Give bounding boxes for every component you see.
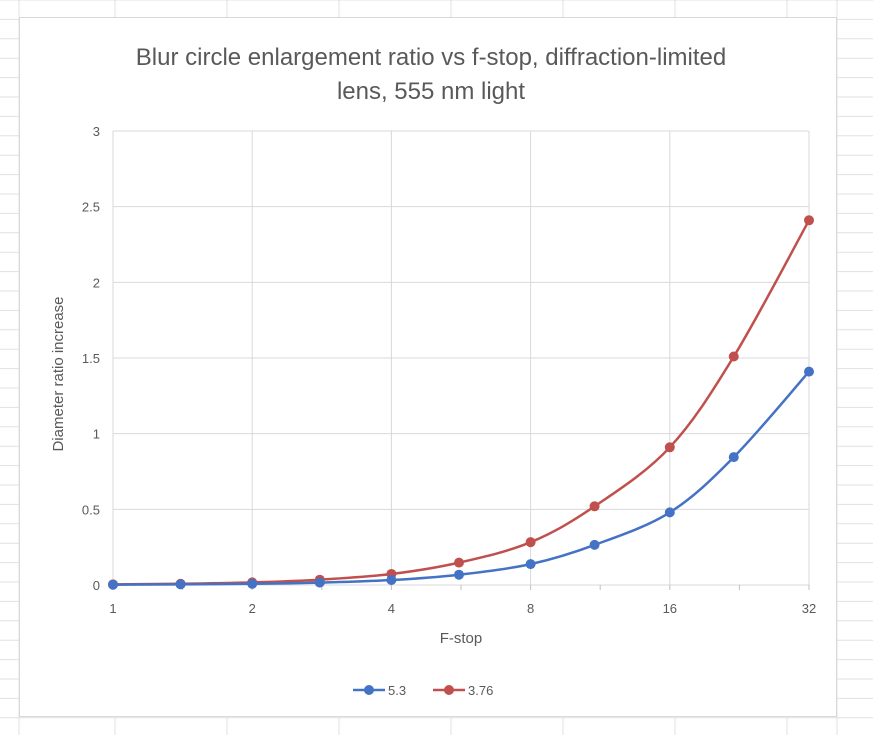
- x-tick-label: 8: [527, 601, 534, 616]
- series-line-5.3: [112, 370, 810, 586]
- data-point: [589, 501, 600, 512]
- y-axis-title: Diameter ratio increase: [50, 296, 67, 451]
- chart-svg: Blur circle enlargement ratio vs f-stop,…: [50, 44, 816, 698]
- data-point: [175, 579, 186, 590]
- data-point: [525, 537, 536, 548]
- y-tick-label: 1: [93, 427, 100, 442]
- series-layer: [108, 215, 814, 590]
- y-tick-label: 3: [93, 124, 100, 139]
- data-point: [314, 577, 325, 588]
- legend-label: 5.3: [388, 683, 406, 698]
- data-point: [804, 215, 814, 226]
- data-point: [108, 579, 118, 590]
- data-point: [728, 452, 739, 463]
- y-tick-label: 1.5: [82, 351, 100, 366]
- y-tick-label: 0.5: [82, 502, 100, 517]
- x-tick-label: 32: [802, 601, 816, 616]
- x-tick-label: 2: [249, 601, 256, 616]
- data-point: [453, 569, 464, 580]
- data-point: [664, 507, 675, 518]
- x-tick-label: 1: [109, 601, 116, 616]
- y-tick-label: 2: [93, 275, 100, 290]
- data-point: [664, 442, 675, 453]
- x-tick-labels: 1 2 4 8 16 32: [109, 601, 816, 616]
- data-point: [728, 351, 739, 362]
- series-line-3.76: [112, 219, 811, 586]
- chart-title-line-2: lens, 555 nm light: [337, 78, 525, 105]
- x-axis-title: F-stop: [440, 630, 483, 647]
- data-point: [525, 559, 536, 570]
- data-point: [804, 366, 814, 377]
- chart-title-line-1: Blur circle enlargement ratio vs f-stop,…: [136, 44, 726, 71]
- x-tick-label: 16: [663, 601, 677, 616]
- legend: 5.3 3.76: [353, 683, 493, 698]
- x-tick-label: 4: [388, 601, 395, 616]
- legend-label: 3.76: [468, 683, 493, 698]
- legend-swatch-marker: [444, 685, 454, 695]
- legend-swatch-marker: [364, 685, 374, 695]
- data-point: [453, 557, 464, 568]
- y-tick-label: 2.5: [82, 200, 100, 215]
- chart-area[interactable]: Blur circle enlargement ratio vs f-stop,…: [19, 17, 837, 717]
- data-point: [386, 575, 397, 586]
- y-tick-labels: 0 0.5 1 1.5 2 2.5 3: [82, 124, 100, 593]
- data-point: [247, 578, 258, 589]
- data-point: [589, 539, 600, 550]
- gridlines: [112, 130, 810, 590]
- y-tick-label: 0: [93, 578, 100, 593]
